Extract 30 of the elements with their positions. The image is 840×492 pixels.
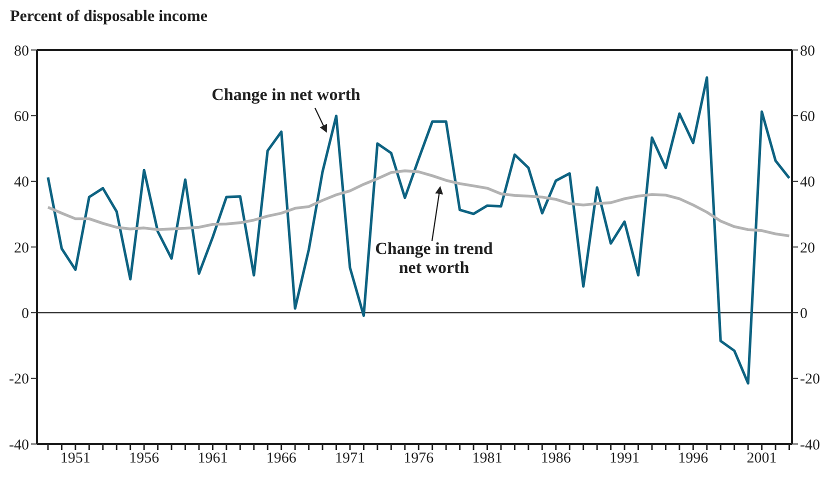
y2-tick-label: 80 (800, 43, 815, 60)
y2-tick-label: -20 (800, 372, 820, 388)
y2-tick-label: 40 (800, 174, 815, 191)
y2-tick-label: -40 (800, 437, 820, 454)
y-tick-label: -20 (9, 372, 29, 388)
series-label: Change in net worth (212, 85, 361, 104)
x-tick-label: 1961 (198, 450, 228, 467)
y-tick-label: 20 (14, 240, 29, 256)
y-tick-label: 80 (14, 43, 29, 60)
x-tick-label: 1966 (266, 450, 297, 467)
y-tick-label: 0 (22, 306, 29, 322)
line-series (46, 169, 791, 238)
x-tick-label: 1976 (404, 450, 434, 467)
x-tick-label: 1971 (334, 450, 365, 467)
y-tick-label: -40 (9, 437, 29, 454)
line-series (46, 76, 791, 385)
y2-tick-label: 0 (800, 306, 808, 322)
text: Change in trend net worth (375, 239, 494, 277)
y2-tick-label: 60 (800, 108, 815, 125)
x-tick-label: 1956 (129, 450, 160, 467)
x-tick-label: 2001 (746, 450, 777, 467)
x-tick-label: 1991 (610, 450, 640, 467)
y2-tick-label: 20 (800, 240, 815, 256)
y-tick-label: 60 (14, 108, 29, 125)
x-tick-label: 1981 (472, 450, 502, 467)
x-tick-label: 1986 (540, 450, 572, 467)
x-tick-label: 1996 (678, 450, 709, 467)
y-tick-label: 40 (14, 174, 29, 191)
x-tick-label: 1951 (60, 450, 90, 467)
chart-title: Percent of disposable income (9, 8, 208, 27)
